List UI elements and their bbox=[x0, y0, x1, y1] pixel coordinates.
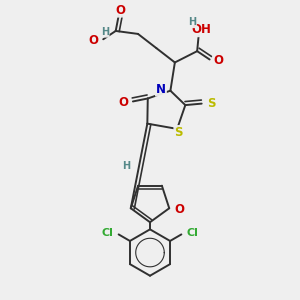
Text: O: O bbox=[118, 96, 128, 110]
Text: O: O bbox=[89, 34, 99, 47]
Text: N: N bbox=[156, 83, 166, 96]
Text: H: H bbox=[101, 27, 109, 37]
Text: H: H bbox=[122, 161, 130, 171]
Text: O: O bbox=[213, 55, 223, 68]
Text: O: O bbox=[115, 4, 125, 16]
Text: Cl: Cl bbox=[101, 228, 113, 238]
Text: OH: OH bbox=[191, 23, 211, 36]
Text: S: S bbox=[207, 97, 215, 110]
Text: H: H bbox=[188, 17, 196, 27]
Text: Cl: Cl bbox=[187, 228, 199, 238]
Text: O: O bbox=[175, 203, 184, 216]
Text: S: S bbox=[174, 126, 183, 139]
